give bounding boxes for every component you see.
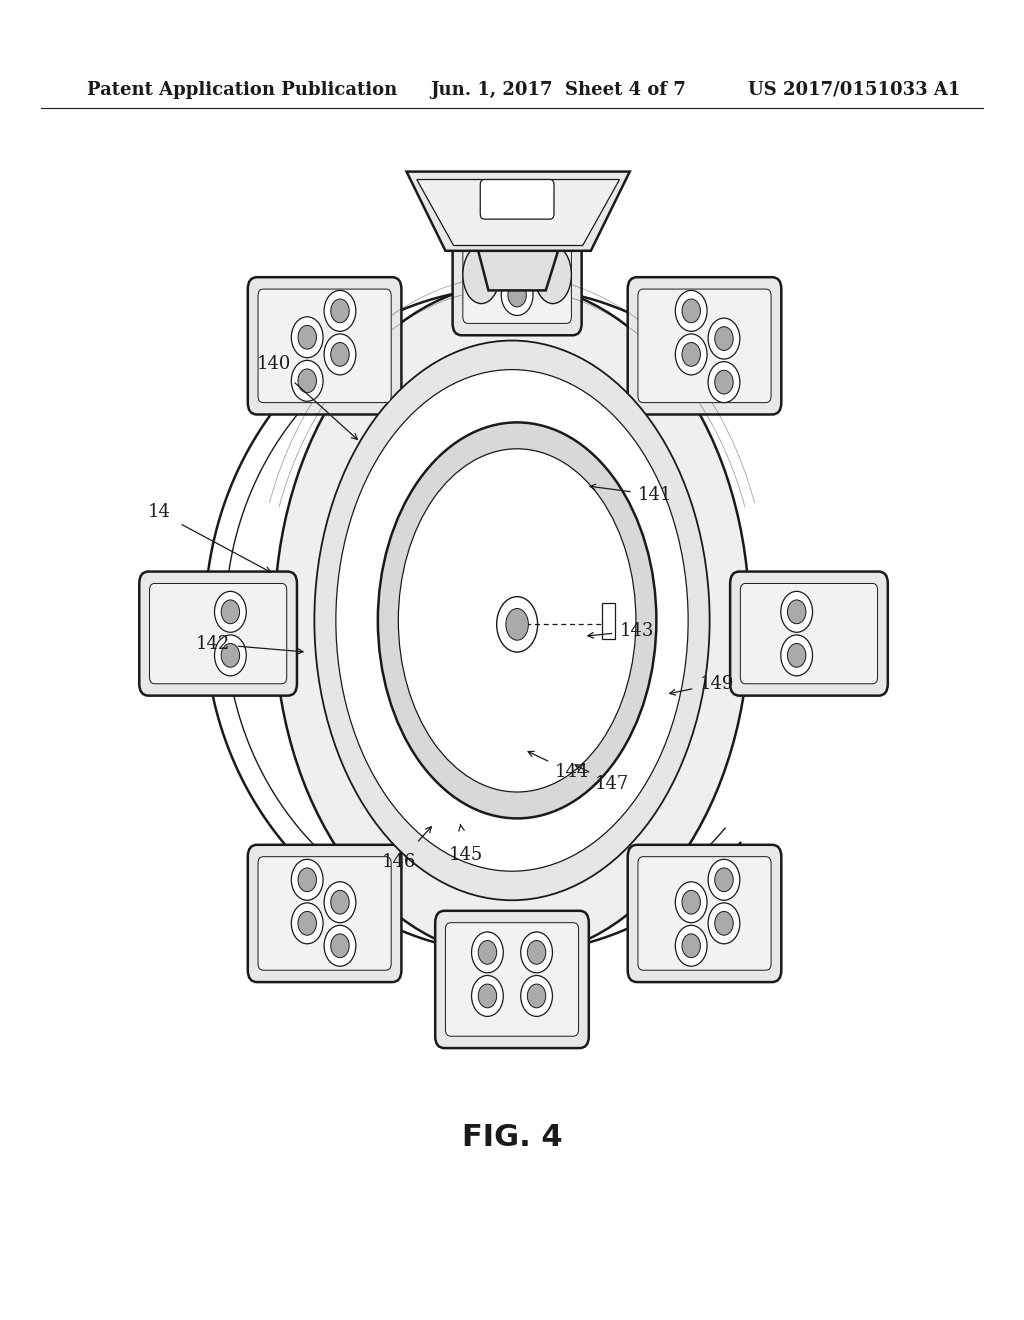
Ellipse shape (682, 298, 700, 322)
Ellipse shape (314, 341, 710, 900)
Ellipse shape (324, 334, 356, 375)
Ellipse shape (715, 326, 733, 350)
Text: 144: 144 (554, 763, 589, 781)
Ellipse shape (682, 342, 700, 367)
FancyBboxPatch shape (730, 572, 888, 696)
Text: 145: 145 (449, 846, 483, 865)
Ellipse shape (502, 275, 532, 315)
Ellipse shape (331, 298, 349, 322)
Ellipse shape (521, 975, 553, 1016)
Text: 140: 140 (257, 355, 292, 374)
Bar (602, 603, 615, 639)
Ellipse shape (214, 635, 246, 676)
FancyBboxPatch shape (248, 277, 401, 414)
Ellipse shape (787, 599, 806, 623)
FancyBboxPatch shape (150, 583, 287, 684)
Text: 149: 149 (699, 675, 734, 693)
Ellipse shape (535, 246, 571, 304)
FancyBboxPatch shape (258, 857, 391, 970)
Ellipse shape (781, 635, 813, 676)
Text: Jun. 1, 2017  Sheet 4 of 7: Jun. 1, 2017 Sheet 4 of 7 (430, 81, 686, 99)
Text: 141: 141 (638, 486, 673, 504)
Ellipse shape (676, 925, 707, 966)
Ellipse shape (398, 449, 636, 792)
Ellipse shape (291, 859, 324, 900)
Ellipse shape (324, 290, 356, 331)
Ellipse shape (715, 869, 733, 892)
Ellipse shape (508, 240, 526, 264)
Ellipse shape (502, 231, 532, 272)
Ellipse shape (331, 891, 349, 913)
FancyBboxPatch shape (638, 857, 771, 970)
Text: 146: 146 (382, 853, 417, 871)
Ellipse shape (508, 282, 526, 306)
Ellipse shape (709, 903, 739, 944)
Polygon shape (417, 180, 620, 246)
Text: US 2017/0151033 A1: US 2017/0151033 A1 (748, 81, 959, 99)
Ellipse shape (715, 911, 733, 935)
Text: FIG. 4: FIG. 4 (462, 1123, 562, 1152)
Ellipse shape (463, 246, 500, 304)
FancyBboxPatch shape (435, 911, 589, 1048)
Ellipse shape (221, 644, 240, 668)
Ellipse shape (298, 326, 316, 348)
Ellipse shape (291, 903, 324, 944)
Ellipse shape (676, 290, 707, 331)
Ellipse shape (331, 933, 349, 957)
Ellipse shape (336, 370, 688, 871)
FancyBboxPatch shape (139, 572, 297, 696)
Ellipse shape (787, 644, 806, 668)
Ellipse shape (781, 591, 813, 632)
Ellipse shape (715, 370, 733, 393)
FancyBboxPatch shape (463, 218, 571, 323)
Text: Patent Application Publication: Patent Application Publication (87, 81, 397, 99)
FancyBboxPatch shape (638, 289, 771, 403)
Ellipse shape (478, 983, 497, 1008)
FancyBboxPatch shape (453, 206, 582, 335)
FancyBboxPatch shape (628, 277, 781, 414)
Text: 142: 142 (196, 635, 230, 653)
Ellipse shape (331, 342, 349, 367)
Ellipse shape (274, 284, 750, 957)
Ellipse shape (709, 362, 739, 403)
FancyBboxPatch shape (445, 923, 579, 1036)
Ellipse shape (478, 940, 497, 964)
Ellipse shape (471, 975, 504, 1016)
FancyBboxPatch shape (480, 180, 554, 219)
Ellipse shape (527, 983, 546, 1008)
Ellipse shape (378, 422, 656, 818)
Ellipse shape (506, 609, 528, 640)
Text: 14: 14 (147, 503, 170, 521)
Ellipse shape (709, 859, 739, 900)
Ellipse shape (709, 318, 739, 359)
Ellipse shape (676, 334, 707, 375)
FancyBboxPatch shape (740, 583, 878, 684)
Ellipse shape (324, 882, 356, 923)
Ellipse shape (221, 599, 240, 623)
Ellipse shape (298, 911, 316, 935)
Ellipse shape (324, 925, 356, 966)
Ellipse shape (682, 891, 700, 913)
Ellipse shape (291, 317, 324, 358)
Ellipse shape (682, 933, 700, 957)
FancyBboxPatch shape (258, 289, 391, 403)
Ellipse shape (298, 368, 316, 393)
Ellipse shape (214, 591, 246, 632)
Ellipse shape (471, 932, 504, 973)
Ellipse shape (521, 932, 553, 973)
Ellipse shape (291, 360, 324, 401)
Ellipse shape (527, 940, 546, 964)
Polygon shape (478, 251, 558, 290)
Ellipse shape (497, 597, 538, 652)
FancyBboxPatch shape (628, 845, 781, 982)
Text: 147: 147 (595, 775, 630, 793)
Text: 143: 143 (620, 622, 654, 640)
Ellipse shape (298, 869, 316, 892)
Ellipse shape (676, 882, 707, 923)
FancyBboxPatch shape (248, 845, 401, 982)
Polygon shape (407, 172, 630, 251)
